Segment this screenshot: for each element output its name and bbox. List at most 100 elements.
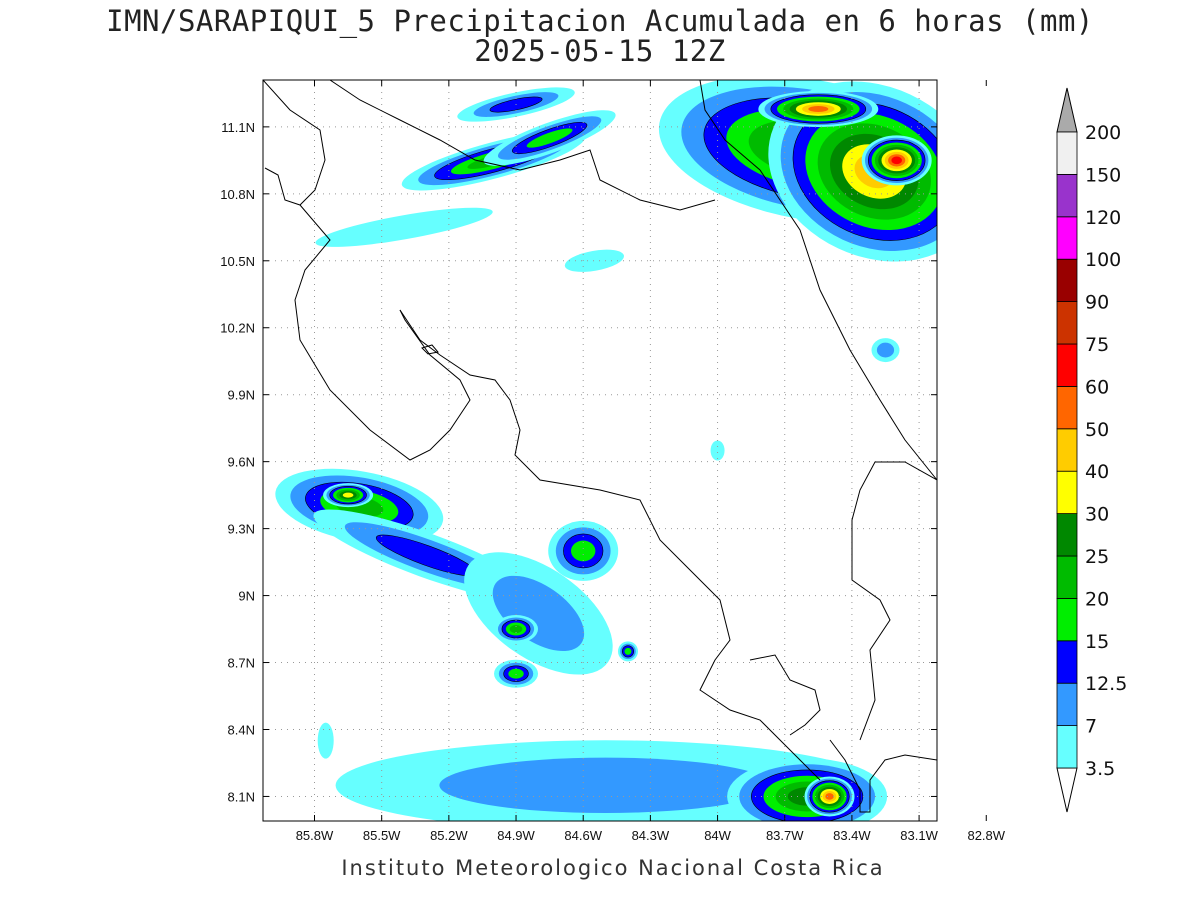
lat-tick-label: 9.6N xyxy=(228,455,255,470)
colorbar-level-label: 3.5 xyxy=(1085,758,1115,780)
lon-tick-label: 85.5W xyxy=(363,828,401,843)
precip-contour-level-9 xyxy=(825,793,834,800)
colorbar-level-label: 7 xyxy=(1085,716,1097,738)
colorbar-swatch xyxy=(1056,385,1078,430)
colorbar-swatch xyxy=(1056,513,1078,557)
precip-cell-21 xyxy=(710,440,725,461)
precip-contour-level-1 xyxy=(317,722,334,759)
lat-tick-label: 9.9N xyxy=(228,388,255,403)
border-panama xyxy=(851,461,937,741)
colorbar-level-label: 120 xyxy=(1085,207,1121,229)
lat-tick-label: 10.8N xyxy=(220,187,255,202)
lat-tick-label: 10.5N xyxy=(220,254,255,269)
precip-contour-level-1 xyxy=(564,249,624,272)
lon-tick-label: 84.9W xyxy=(497,828,535,843)
colorbar-swatch xyxy=(1056,258,1078,303)
colorbar-swatch xyxy=(1056,470,1078,515)
map-axes: 11.1N 10.8N 10.5N 10.2N 9.9N 9.6N 9.3N 9N 8.7N 8.… xyxy=(220,80,1006,843)
colorbar-swatch xyxy=(1056,682,1078,727)
colorbar-level-label: 20 xyxy=(1085,588,1109,610)
precip-contour-level-4 xyxy=(571,540,596,562)
precip-cell-19 xyxy=(804,776,855,817)
lon-tick-label: 84W xyxy=(704,828,731,843)
map-title: IMN/SARAPIQUI_5 Precipitacion Acumulada … xyxy=(106,4,1094,38)
colorbar-swatch xyxy=(1056,131,1078,175)
colorbar-over-arrow xyxy=(1056,87,1078,133)
precip-cell-20 xyxy=(871,338,900,363)
coastline-north-nicaragua-border xyxy=(263,80,326,206)
coastline-osa xyxy=(749,654,821,736)
precip-contour-level-2 xyxy=(492,575,585,652)
lat-tick-label: 8.4N xyxy=(228,722,255,737)
lat-tick-label: 10.2N xyxy=(220,321,255,336)
lat-tick-label: 11.1N xyxy=(221,120,255,135)
lat-tick-label: 8.1N xyxy=(228,789,255,804)
lat-tick-label: 9N xyxy=(238,589,255,604)
colorbar-swatch xyxy=(1056,173,1078,218)
precip-contour-level-10 xyxy=(891,156,902,165)
colorbar-level-label: 12.5 xyxy=(1085,673,1127,695)
colorbar-swatch xyxy=(1056,216,1078,260)
precip-contour-level-5 xyxy=(509,625,523,634)
lon-tick-label: 83.7W xyxy=(766,828,804,843)
precip-cell-14 xyxy=(548,520,619,581)
colorbar-level-label: 25 xyxy=(1085,546,1109,568)
lake-nicaragua-shore xyxy=(329,80,716,211)
lon-tick-label: 82.8W xyxy=(967,828,1005,843)
lon-tick-label: 84.3W xyxy=(632,828,670,843)
lon-tick-label: 85.8W xyxy=(296,828,334,843)
colorbar-swatch xyxy=(1056,343,1078,387)
map-subtitle-datetime: 2025-05-15 12Z xyxy=(474,34,726,68)
colorbar-swatch xyxy=(1056,598,1078,642)
colorbar-level-label: 200 xyxy=(1085,122,1121,144)
colorbar-level-label: 40 xyxy=(1085,461,1109,483)
precip-contour-level-4 xyxy=(526,128,573,148)
precip-contour-level-1 xyxy=(710,440,725,461)
colorbar-level-label: 150 xyxy=(1085,164,1121,186)
precip-cell-8 xyxy=(564,249,624,272)
coastline-gulf-nicoya xyxy=(399,309,821,781)
precip-cell-13 xyxy=(494,615,539,644)
lat-tick-label: 9.3N xyxy=(228,522,255,537)
precip-contour-level-7 xyxy=(342,492,354,498)
map-frame xyxy=(262,79,938,822)
colorbar-swatch xyxy=(1056,428,1078,472)
coastline-panama xyxy=(829,739,937,813)
coastline-guanacaste xyxy=(294,204,471,461)
precip-cell-7 xyxy=(315,207,493,247)
footer-credit: Instituto Meteorologico Nacional Costa R… xyxy=(341,856,885,880)
colorbar-level-label: 90 xyxy=(1085,292,1109,314)
lon-tick-label: 83.1W xyxy=(900,828,938,843)
lat-tick-label: 8.7N xyxy=(228,656,255,671)
lon-tick-label: 85.2W xyxy=(430,828,468,843)
precip-cell-16 xyxy=(617,641,638,662)
colorbar-level-label: 100 xyxy=(1085,249,1121,271)
precip-contour-level-9 xyxy=(808,106,829,113)
colorbar-swatch xyxy=(1056,725,1078,769)
precip-cell-11 xyxy=(323,483,374,508)
precip-cell-5 xyxy=(758,91,879,128)
precip-contour-level-4 xyxy=(624,647,632,655)
colorbar-swatch xyxy=(1056,301,1078,345)
coastline xyxy=(263,80,937,813)
precip-contour-level-4 xyxy=(508,668,524,679)
precip-cell-12 xyxy=(464,552,613,675)
lon-tick-label: 83.4W xyxy=(833,828,871,843)
precip-contour-level-1 xyxy=(315,207,493,247)
precip-contour-level-2 xyxy=(876,342,895,358)
colorbar-swatch xyxy=(1056,640,1078,684)
precip-contour-level-2 xyxy=(439,757,772,813)
precip-cell-22 xyxy=(317,722,334,759)
colorbar-level-label: 15 xyxy=(1085,631,1109,653)
precip-cell-15 xyxy=(494,659,539,688)
colorbar-level-label: 60 xyxy=(1085,376,1109,398)
colorbar-swatch xyxy=(1056,555,1078,599)
colorbar: 3.5 7 12.5 15 20 25 30 40 50 60 75 90 100 120 150 200 xyxy=(1056,87,1127,813)
island-chira xyxy=(421,344,439,355)
colorbar-level-label: 30 xyxy=(1085,504,1109,526)
colorbar-level-label: 50 xyxy=(1085,419,1109,441)
colorbar-under-arrow xyxy=(1056,767,1078,813)
coastline-caribbean xyxy=(699,80,937,481)
colorbar-level-label: 75 xyxy=(1085,334,1109,356)
